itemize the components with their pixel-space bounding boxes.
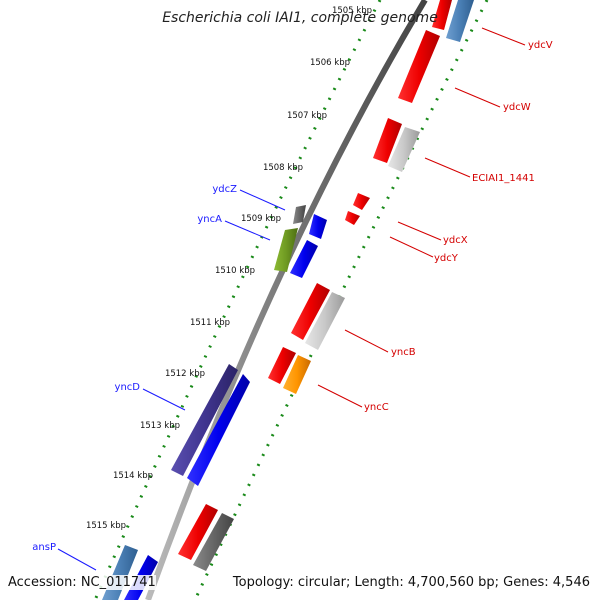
label-ansP: ansP (32, 542, 56, 553)
tick-labels: 1505 kbp 1506 kbp 1507 kbp 1508 kbp 1509 kbp… (86, 6, 372, 531)
gene-yncD-partner[interactable] (187, 374, 250, 486)
label-ECIAI1_1441: ECIAI1_1441 (472, 173, 535, 184)
label-yncC: yncC (364, 402, 389, 413)
label-ydcZ: ydcZ (212, 184, 237, 195)
gene-red-10[interactable] (178, 504, 218, 560)
label-ydcW: ydcW (503, 102, 531, 113)
genome-stats: Topology: circular; Length: 4,700,560 bp… (232, 575, 590, 590)
gene-yncA[interactable] (290, 240, 318, 278)
gene-labels: ydcZ yncA yncD ansP ydcV ydcW ECIAI1_144… (32, 40, 552, 553)
tick-label: 1515 kbp (86, 521, 126, 531)
gene-red-8[interactable] (268, 347, 296, 384)
accession-text: Accession: NC_011741 (8, 575, 156, 590)
tick-label: 1513 kbp (140, 421, 180, 431)
gene-yncB[interactable] (305, 292, 345, 350)
gene-red-3[interactable] (373, 118, 402, 163)
gene-yncA-arrow[interactable] (309, 214, 327, 239)
label-yncD: yncD (115, 382, 141, 393)
page-title: Escherichia coli IAI1, complete genome (162, 10, 438, 26)
reverse-genes (178, 0, 474, 571)
genome-backbone (145, 0, 428, 600)
gene-ydcZ[interactable] (293, 205, 306, 224)
gene-ydcV-red[interactable] (432, 0, 452, 30)
gene-ydcV[interactable] (446, 0, 474, 42)
label-ydcV: ydcV (528, 40, 553, 51)
gene-olive[interactable] (274, 228, 298, 272)
gene-ydcW[interactable] (398, 30, 440, 103)
tick-label: 1509 kbp (241, 214, 281, 224)
gene-dark-11[interactable] (193, 513, 234, 571)
tick-label: 1505 kbp (332, 6, 372, 16)
leader-lines (57, 27, 526, 571)
tick-track-right (193, 0, 489, 600)
tick-label: 1506 kbp (310, 58, 350, 68)
gene-yncD[interactable] (171, 364, 238, 476)
tick-label: 1511 kbp (190, 318, 230, 328)
gene-ydcY[interactable] (345, 211, 360, 225)
label-ydcY: ydcY (434, 253, 459, 264)
gene-red-6[interactable] (291, 283, 330, 340)
tick-label: 1507 kbp (287, 111, 327, 121)
label-ydcX: ydcX (443, 235, 468, 246)
gene-yncC[interactable] (283, 355, 311, 394)
gene-ECIAI1_1441[interactable] (388, 127, 420, 172)
gene-ydcX[interactable] (353, 193, 370, 210)
tick-label: 1508 kbp (263, 163, 303, 173)
tick-label: 1514 kbp (113, 471, 153, 481)
tick-label: 1510 kbp (215, 266, 255, 276)
label-yncB: yncB (391, 347, 416, 358)
tick-label: 1512 kbp (165, 369, 205, 379)
label-yncA: yncA (197, 214, 222, 225)
